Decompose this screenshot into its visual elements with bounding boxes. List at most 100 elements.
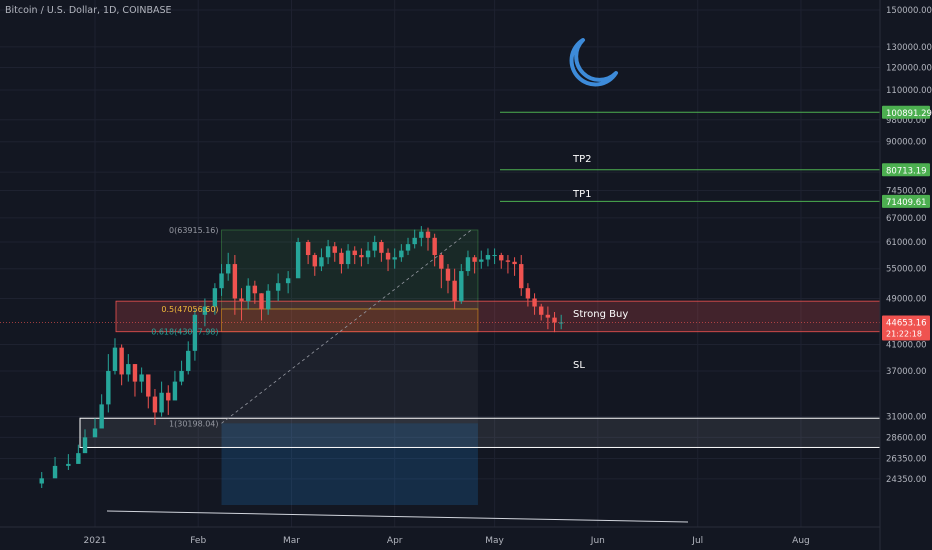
candle-body: [146, 374, 151, 397]
candle-body: [399, 250, 404, 258]
candle-body: [202, 306, 208, 315]
fib-level-label: 1(30198.04): [169, 419, 219, 428]
y-tick-label: 67000.00: [886, 214, 927, 224]
y-tick-label: 61000.00: [886, 238, 927, 248]
candle-body: [512, 261, 517, 265]
candle-body: [259, 293, 264, 310]
candle-body: [452, 280, 457, 302]
candle-body: [479, 259, 484, 262]
candle-body: [332, 246, 337, 253]
candle-body: [392, 257, 397, 260]
candle-body: [232, 264, 238, 299]
candle-body: [219, 273, 224, 289]
strong-buy-label: Strong Buy: [573, 309, 628, 320]
candle-body: [519, 264, 524, 289]
candle-body: [445, 268, 451, 281]
current-price-value: 44653.16: [886, 318, 927, 328]
crescent-moon-icon: [569, 38, 618, 87]
candle-body: [379, 242, 384, 253]
candle-body: [405, 244, 411, 251]
candle-body: [126, 364, 131, 375]
candle-body: [295, 242, 301, 279]
y-tick-label: 26350.00: [886, 454, 927, 464]
candle-body: [152, 396, 158, 413]
time-axis[interactable]: 2021 Feb Mar Apr May Jun Jul Aug: [0, 526, 880, 546]
candle-body: [305, 242, 311, 256]
candle-body: [239, 298, 244, 302]
candle-body: [66, 463, 71, 466]
candle-body: [499, 255, 504, 261]
candle-body: [559, 322, 564, 324]
drawing-foreground: 0(63915.16) 0.5(47056.60) 0.618(43077.98) 1…: [0, 111, 880, 523]
y-tick-label: 41000.00: [886, 340, 927, 350]
fib-level-label: 0.618(43077.98): [151, 328, 218, 337]
candle-body: [252, 285, 258, 294]
price-axis[interactable]: 150000.00 130000.00 120000.00 110000.00 9800…: [879, 0, 932, 550]
x-tick-label: May: [485, 536, 504, 546]
candle-body: [552, 317, 557, 323]
candle-body: [82, 437, 88, 454]
candle-body: [465, 257, 471, 272]
x-tick-label: Jun: [590, 536, 605, 546]
candle-body: [226, 264, 231, 274]
y-tick-label: 90000.00: [886, 138, 927, 148]
y-tick-label: 98000.00: [886, 116, 927, 126]
candle-body: [119, 347, 124, 375]
candle-body: [459, 271, 464, 302]
chart-title: Bitcoin / U.S. Dollar, 1D, COINBASE: [5, 5, 172, 16]
candle-body: [285, 278, 291, 284]
candle-body: [245, 285, 251, 302]
target-price-tag-label: 100891.29: [886, 109, 932, 119]
candlestick-series[interactable]: [39, 226, 564, 488]
candle-body: [352, 250, 357, 256]
fib-trend-line: [221, 229, 472, 424]
candle-body: [76, 453, 81, 464]
candle-body: [492, 255, 497, 257]
fib-level-label: 0(63915.16): [169, 226, 219, 235]
candle-body: [439, 255, 444, 269]
candle-body: [339, 252, 344, 265]
strong-buy-zone: [115, 300, 881, 333]
candle-body: [172, 381, 178, 401]
drawing-overlays: [79, 229, 881, 505]
y-tick-label: 28600.00: [886, 433, 927, 443]
candle-body: [485, 255, 491, 260]
candle-body: [425, 231, 431, 238]
candle-body: [112, 347, 118, 371]
bottom-trend-line: [106, 510, 689, 523]
candle-body: [505, 260, 511, 262]
y-tick-label: 55000.00: [886, 265, 927, 275]
x-tick-label: Apr: [387, 536, 403, 546]
candle-body: [179, 370, 184, 382]
target-price-tag: [882, 105, 930, 119]
candle-body: [412, 237, 417, 245]
fib-box-base: [221, 423, 478, 505]
candle-body: [365, 250, 371, 258]
candle-body: [359, 255, 364, 258]
candle-body: [539, 306, 544, 315]
candle-body: [139, 374, 144, 382]
candle-body: [106, 370, 111, 405]
candle-body: [372, 242, 377, 251]
candle-body: [99, 404, 104, 429]
target-price-tag-label: 71409.61: [886, 198, 927, 208]
candle-body: [319, 257, 324, 267]
current-price-countdown: 21:22:18: [886, 329, 922, 338]
fib-box-lower: [221, 331, 478, 424]
y-tick-label: 120000.00: [886, 64, 932, 74]
candle-body: [275, 283, 281, 291]
candle-body: [419, 231, 424, 238]
target-price-tag-label: 80713.19: [886, 166, 927, 176]
x-tick-label: Aug: [792, 536, 810, 546]
candle-body: [532, 298, 537, 307]
y-tick-label: 130000.00: [886, 43, 932, 53]
candle-body: [159, 392, 164, 413]
candle-body: [92, 428, 98, 438]
candle-body: [166, 392, 171, 401]
x-tick-label: Jul: [691, 536, 703, 546]
sl-label: SL: [573, 360, 585, 371]
candle-body: [186, 350, 191, 371]
target-price-tag: [882, 194, 930, 208]
candle-body: [52, 465, 58, 479]
